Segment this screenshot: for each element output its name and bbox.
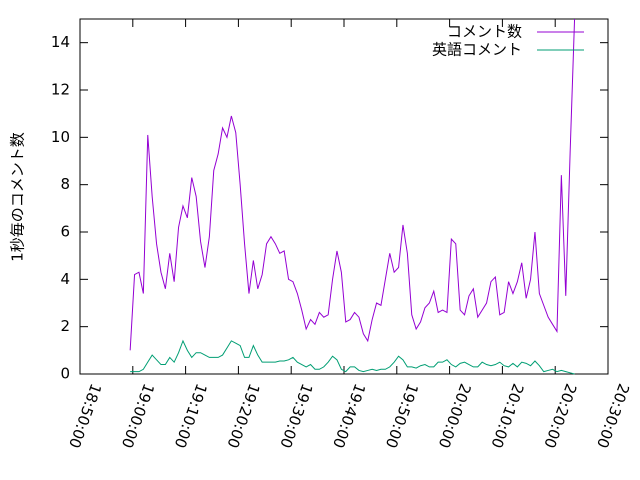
- x-tick-label: 20:30:00: [593, 381, 633, 450]
- x-tick-label: 19:50:00: [382, 381, 422, 450]
- y-tick-label: 4: [60, 270, 70, 288]
- y-tick-label: 2: [60, 317, 70, 335]
- plot-frame: [79, 18, 609, 375]
- legend-label: 英語コメント: [432, 41, 522, 59]
- y-tick-label: 10: [51, 128, 70, 146]
- y-tick-label: 0: [60, 365, 70, 383]
- x-tick-label: 19:00:00: [118, 381, 158, 450]
- x-tick-label: 20:00:00: [435, 381, 475, 450]
- x-tick-label: 20:20:00: [540, 381, 580, 450]
- y-tick-label: 12: [51, 81, 70, 99]
- x-tick-label: 18:50:00: [65, 381, 105, 450]
- y-axis-label: 1秒毎のコメント数: [9, 132, 27, 262]
- y-tick-label: 6: [60, 223, 70, 241]
- x-tick-label: 19:40:00: [329, 381, 369, 450]
- series-line: [129, 18, 576, 351]
- x-tick-label: 19:30:00: [276, 381, 316, 450]
- x-tick-label: 19:10:00: [171, 381, 211, 450]
- series-line: [130, 339, 575, 375]
- x-tick-label: 20:10:00: [487, 381, 527, 450]
- y-tick-label: 8: [60, 175, 70, 193]
- y-tick-label: 14: [51, 33, 70, 51]
- x-tick-label: 19:20:00: [223, 381, 263, 450]
- legend-label: コメント数: [447, 23, 522, 41]
